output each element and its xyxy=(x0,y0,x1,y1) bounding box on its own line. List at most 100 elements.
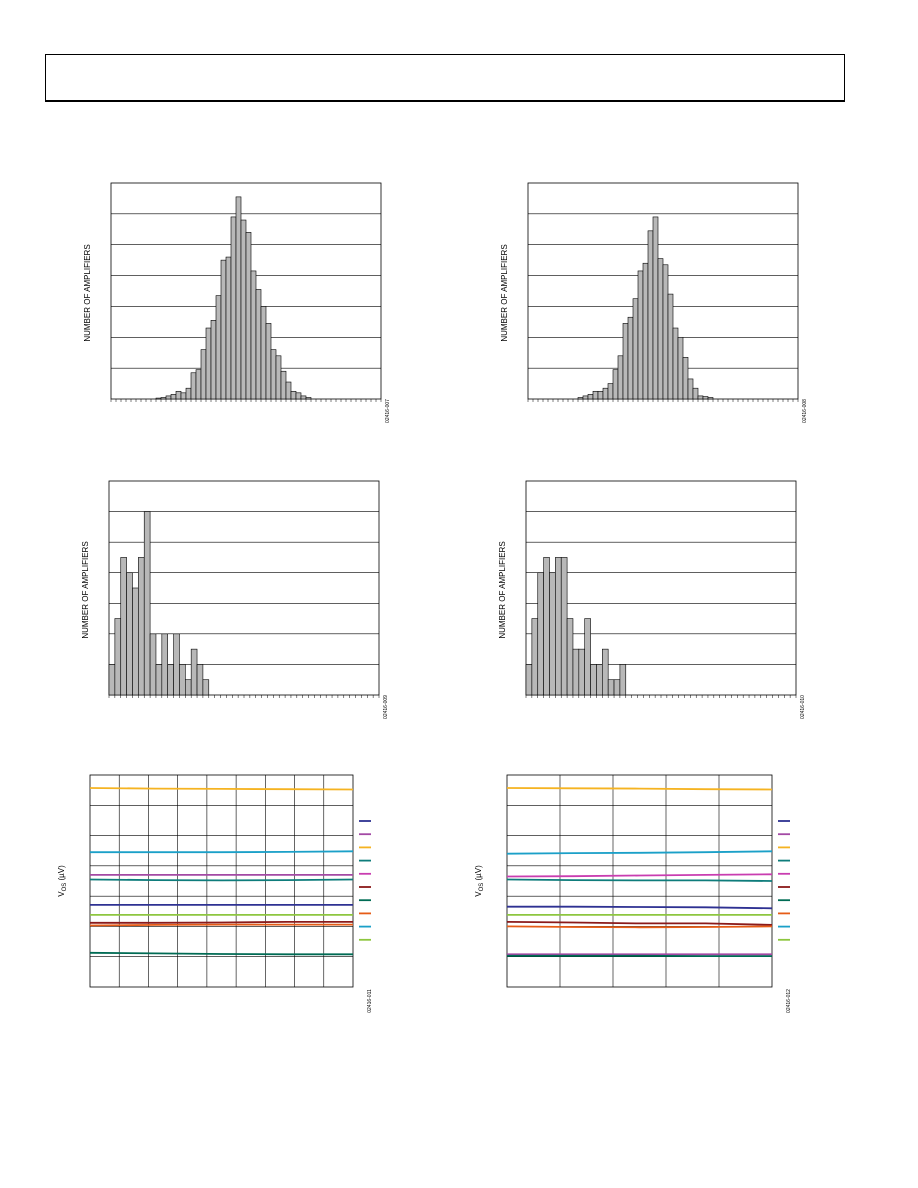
vos-drift-chart-2: VOS (µV) 02416-012 xyxy=(474,774,792,1013)
histogram-chart-4: NUMBER OF AMPLIFIERS 02416-010 xyxy=(498,480,806,719)
histogram-bar xyxy=(555,557,562,696)
histogram-bar xyxy=(175,390,182,400)
histogram-bar xyxy=(572,648,580,696)
series-line xyxy=(506,787,773,791)
series-line xyxy=(506,925,773,929)
histogram-bar xyxy=(607,679,615,696)
page-header-box xyxy=(45,54,845,102)
histogram-bar xyxy=(697,395,704,400)
y-axis-label: NUMBER OF AMPLIFIERS xyxy=(498,541,507,638)
histogram-bar xyxy=(165,395,172,400)
series-line xyxy=(506,850,773,855)
y-axis-label: NUMBER OF AMPLIFIERS xyxy=(81,541,90,638)
y-axis-label: NUMBER OF AMPLIFIERS xyxy=(500,244,509,341)
histogram-bar xyxy=(647,230,654,400)
histogram-bar xyxy=(619,664,627,696)
histogram-bar xyxy=(114,618,122,696)
histogram-bar xyxy=(295,392,302,400)
histogram-bar xyxy=(132,587,139,696)
series-line xyxy=(506,921,773,926)
histogram-bar xyxy=(190,372,197,400)
histogram-bar xyxy=(285,381,292,400)
histogram-chart-1: NUMBER OF AMPLIFIERS 02416-007 xyxy=(83,182,391,423)
histogram-bar xyxy=(240,219,247,400)
histogram-bar xyxy=(702,396,709,400)
histogram-bar xyxy=(612,369,619,400)
histogram-bar xyxy=(220,259,227,400)
histogram-bar xyxy=(692,387,699,400)
histogram-bar xyxy=(300,395,307,400)
histogram-bar xyxy=(275,355,282,400)
histogram-bar xyxy=(627,316,634,400)
histogram-bar xyxy=(190,648,198,696)
histogram-bar xyxy=(210,320,217,400)
y-axis-label: VOS (µV) xyxy=(474,865,485,897)
histogram-bar xyxy=(185,387,192,400)
histogram-bar xyxy=(602,387,609,400)
histogram-bar xyxy=(265,323,272,400)
histogram-bar xyxy=(305,397,312,400)
histogram-bar xyxy=(185,679,192,696)
series-line xyxy=(90,850,354,854)
histogram-bar xyxy=(196,664,204,696)
histogram-bar xyxy=(260,306,267,400)
histogram-bar xyxy=(235,196,242,400)
histogram-bar xyxy=(108,664,116,696)
histogram-bar xyxy=(245,232,252,400)
histogram-bar xyxy=(682,357,689,400)
figure-id: 02416-009 xyxy=(383,695,389,719)
histogram-bar xyxy=(173,633,180,696)
histogram-bar xyxy=(590,664,597,696)
series-line xyxy=(89,787,354,791)
histogram-bar xyxy=(622,323,629,400)
figure-id: 02416-010 xyxy=(800,695,806,719)
series-line xyxy=(90,920,353,924)
y-axis-label: NUMBER OF AMPLIFIERS xyxy=(83,244,92,341)
histogram-bar xyxy=(126,572,133,696)
figure-id: 02416-012 xyxy=(786,989,792,1013)
histogram-bar xyxy=(662,264,669,400)
histogram-bar xyxy=(202,679,210,696)
histogram-chart-3: NUMBER OF AMPLIFIERS 02416-009 xyxy=(81,480,389,719)
histogram-bar xyxy=(637,270,644,400)
series-line xyxy=(89,951,353,956)
histogram-bar xyxy=(155,397,162,400)
series-line xyxy=(89,878,354,882)
series-line xyxy=(507,905,773,910)
histogram-bar xyxy=(657,258,664,400)
histogram-bar xyxy=(525,664,533,696)
histogram-bar xyxy=(149,633,157,696)
histogram-bar xyxy=(707,397,714,400)
histogram-bar xyxy=(597,390,604,400)
histogram-bar xyxy=(180,392,187,400)
histogram-bar xyxy=(652,216,659,400)
y-axis-label: VOS (µV) xyxy=(57,865,68,897)
histogram-bar xyxy=(280,370,287,400)
series-line xyxy=(89,923,353,927)
histogram-bar xyxy=(592,390,599,400)
histogram-bar xyxy=(584,618,591,696)
figure-id: 02416-011 xyxy=(367,989,373,1013)
histogram-bar xyxy=(578,648,586,696)
series-line xyxy=(506,873,773,878)
histogram-bar xyxy=(120,557,127,696)
vos-drift-chart-1: VOS (µV) 02416-011 xyxy=(57,774,373,1013)
histogram-bar xyxy=(170,394,177,400)
histogram-bar xyxy=(155,664,163,696)
histogram-bar xyxy=(560,557,568,696)
histogram-bar xyxy=(602,648,609,696)
histogram-bar xyxy=(543,557,550,696)
histogram-bar xyxy=(613,679,621,696)
histogram-bar xyxy=(290,390,297,400)
histogram-bar xyxy=(138,557,145,696)
histogram-bar xyxy=(250,270,257,400)
histogram-bar xyxy=(687,378,694,400)
histogram-bar xyxy=(577,397,584,400)
histogram-bar xyxy=(205,327,212,400)
histogram-bar xyxy=(270,349,277,400)
histogram-bar xyxy=(672,327,679,400)
histogram-bar xyxy=(230,216,237,400)
histogram-bar xyxy=(677,336,684,400)
histogram-bar xyxy=(537,572,544,696)
histogram-bar xyxy=(549,572,556,696)
